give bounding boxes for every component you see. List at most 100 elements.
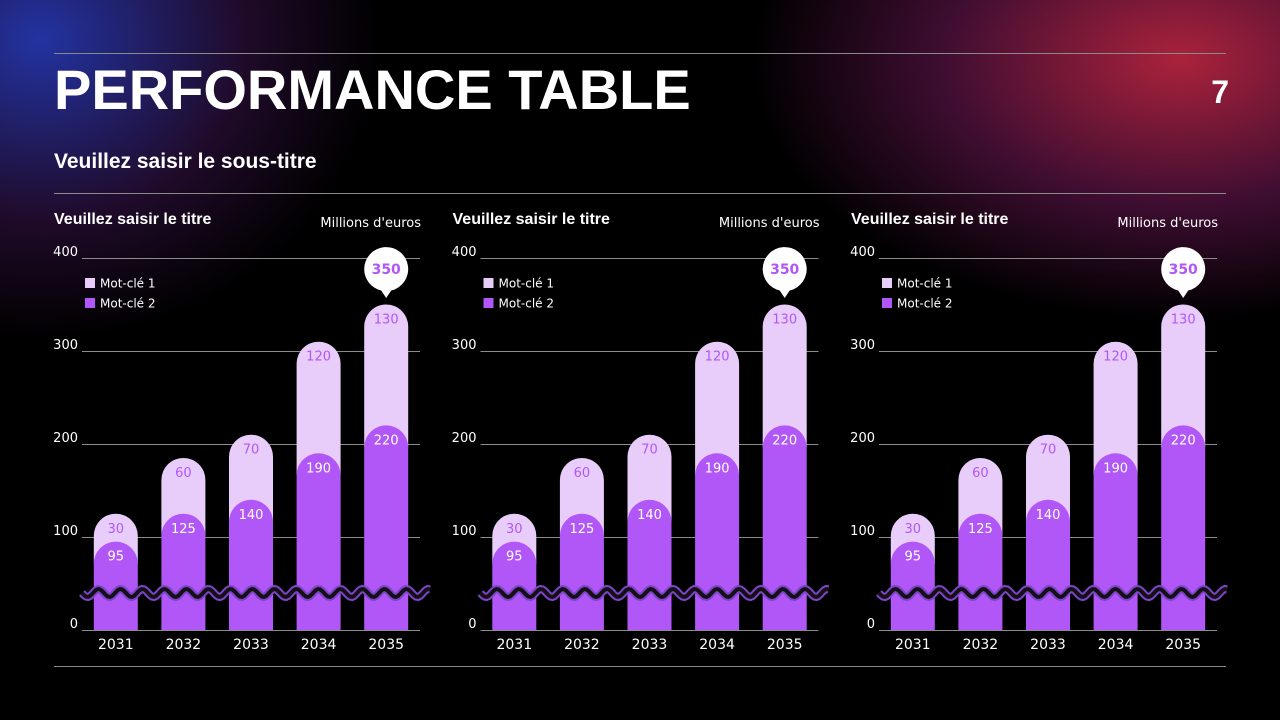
data-label: 30 <box>108 522 125 537</box>
bar-segment <box>161 513 206 630</box>
y-tick-label: 200 <box>452 431 477 446</box>
x-tick-label: 2033 <box>1030 637 1066 653</box>
chart: Veuillez saisir le titre Millions d'euros… <box>452 211 830 653</box>
legend-swatch <box>483 278 494 288</box>
axis-break <box>80 586 431 600</box>
bar-segment <box>93 541 138 630</box>
x-tick-label: 2031 <box>895 637 931 653</box>
bar-segment <box>364 304 409 448</box>
bar-segment <box>958 457 1003 536</box>
chart-title: Veuillez saisir le titre <box>851 211 1009 228</box>
bar-segment <box>1093 341 1138 476</box>
axis-break <box>479 586 829 600</box>
data-label: 140 <box>1036 508 1061 523</box>
bar-segment <box>762 425 807 630</box>
y-tick-label: 0 <box>867 617 875 632</box>
bar-segment <box>1161 425 1206 630</box>
x-tick-label: 2034 <box>699 637 735 653</box>
y-tick-label: 300 <box>53 338 78 353</box>
data-label: 220 <box>772 433 797 448</box>
callout-bubble <box>762 247 807 298</box>
data-label: 120 <box>306 350 331 365</box>
y-tick-label: 300 <box>452 338 477 353</box>
legend-swatch <box>85 278 95 288</box>
x-tick-label: 2031 <box>496 637 532 653</box>
x-tick-label: 2031 <box>98 637 134 653</box>
y-tick-label: 0 <box>70 617 78 632</box>
axis-unit-label: Millions d'euros <box>1117 216 1218 231</box>
chart: Veuillez saisir le titre Millions d'euros… <box>850 211 1228 653</box>
legend-label: Mot-clé 2 <box>897 297 953 311</box>
bar-segment <box>695 453 740 630</box>
y-tick-label: 400 <box>452 245 477 260</box>
data-label: 220 <box>374 433 399 448</box>
slide-subtitle: Veuillez saisir le sous-titre <box>54 150 317 173</box>
data-label: 130 <box>1171 313 1196 328</box>
data-label: 220 <box>1171 433 1196 448</box>
data-label: 140 <box>637 508 662 523</box>
data-label: 190 <box>1103 461 1128 476</box>
bar-segment <box>229 434 273 522</box>
data-label: 70 <box>641 443 658 458</box>
x-tick-label: 2035 <box>368 637 404 653</box>
x-tick-label: 2033 <box>632 637 668 653</box>
bar-segment <box>559 513 604 630</box>
data-label: 125 <box>968 522 993 537</box>
callout-label: 350 <box>770 262 799 278</box>
legend-swatch <box>85 298 95 308</box>
callout-bubble <box>1161 247 1206 298</box>
bar-segment <box>1161 304 1206 448</box>
data-label: 70 <box>243 443 260 458</box>
legend-swatch <box>483 298 494 308</box>
callout-bubble <box>364 247 409 298</box>
legend-label: Mot-clé 1 <box>499 277 555 291</box>
data-label: 30 <box>905 522 922 537</box>
x-tick-label: 2032 <box>564 637 600 653</box>
bar-segment <box>296 341 341 476</box>
data-label: 190 <box>306 461 331 476</box>
axis-unit-label: Millions d'euros <box>320 216 421 231</box>
data-label: 130 <box>374 313 399 328</box>
data-label: 30 <box>506 522 523 537</box>
bar-segment <box>559 457 604 536</box>
data-label: 95 <box>905 550 922 565</box>
x-tick-label: 2034 <box>1098 637 1134 653</box>
bar-segment <box>1026 434 1070 522</box>
y-tick-label: 100 <box>452 524 477 539</box>
bar-segment <box>890 541 935 630</box>
data-label: 120 <box>1103 350 1128 365</box>
slide-title: PERFORMANCE TABLE <box>54 58 691 121</box>
y-tick-label: 100 <box>53 524 78 539</box>
bar-segment <box>1093 453 1138 630</box>
data-label: 120 <box>705 350 730 365</box>
data-label: 60 <box>972 466 989 481</box>
data-label: 125 <box>569 522 594 537</box>
axis-break <box>877 586 1228 600</box>
x-tick-label: 2035 <box>767 637 803 653</box>
legend-swatch <box>882 278 892 288</box>
bar-segment <box>296 453 341 630</box>
axis-unit-label: Millions d'euros <box>719 216 820 231</box>
page-number: 7 <box>1211 74 1229 110</box>
y-tick-label: 400 <box>53 245 78 260</box>
y-tick-label: 400 <box>850 245 875 260</box>
legend-label: Mot-clé 1 <box>897 277 953 291</box>
callout-label: 350 <box>1169 262 1198 278</box>
bar-segment <box>958 513 1003 630</box>
y-tick-label: 100 <box>850 524 875 539</box>
data-label: 60 <box>175 466 192 481</box>
chart-title: Veuillez saisir le titre <box>54 211 212 228</box>
data-label: 125 <box>171 522 196 537</box>
chart: Veuillez saisir le titre Millions d'euros… <box>53 211 431 653</box>
x-tick-label: 2032 <box>166 637 202 653</box>
x-tick-label: 2033 <box>233 637 269 653</box>
data-label: 130 <box>772 313 797 328</box>
data-label: 95 <box>506 550 523 565</box>
data-label: 140 <box>239 508 264 523</box>
data-label: 70 <box>1040 443 1057 458</box>
x-tick-label: 2035 <box>1165 637 1201 653</box>
bar-segment <box>695 341 740 476</box>
data-label: 190 <box>705 461 730 476</box>
